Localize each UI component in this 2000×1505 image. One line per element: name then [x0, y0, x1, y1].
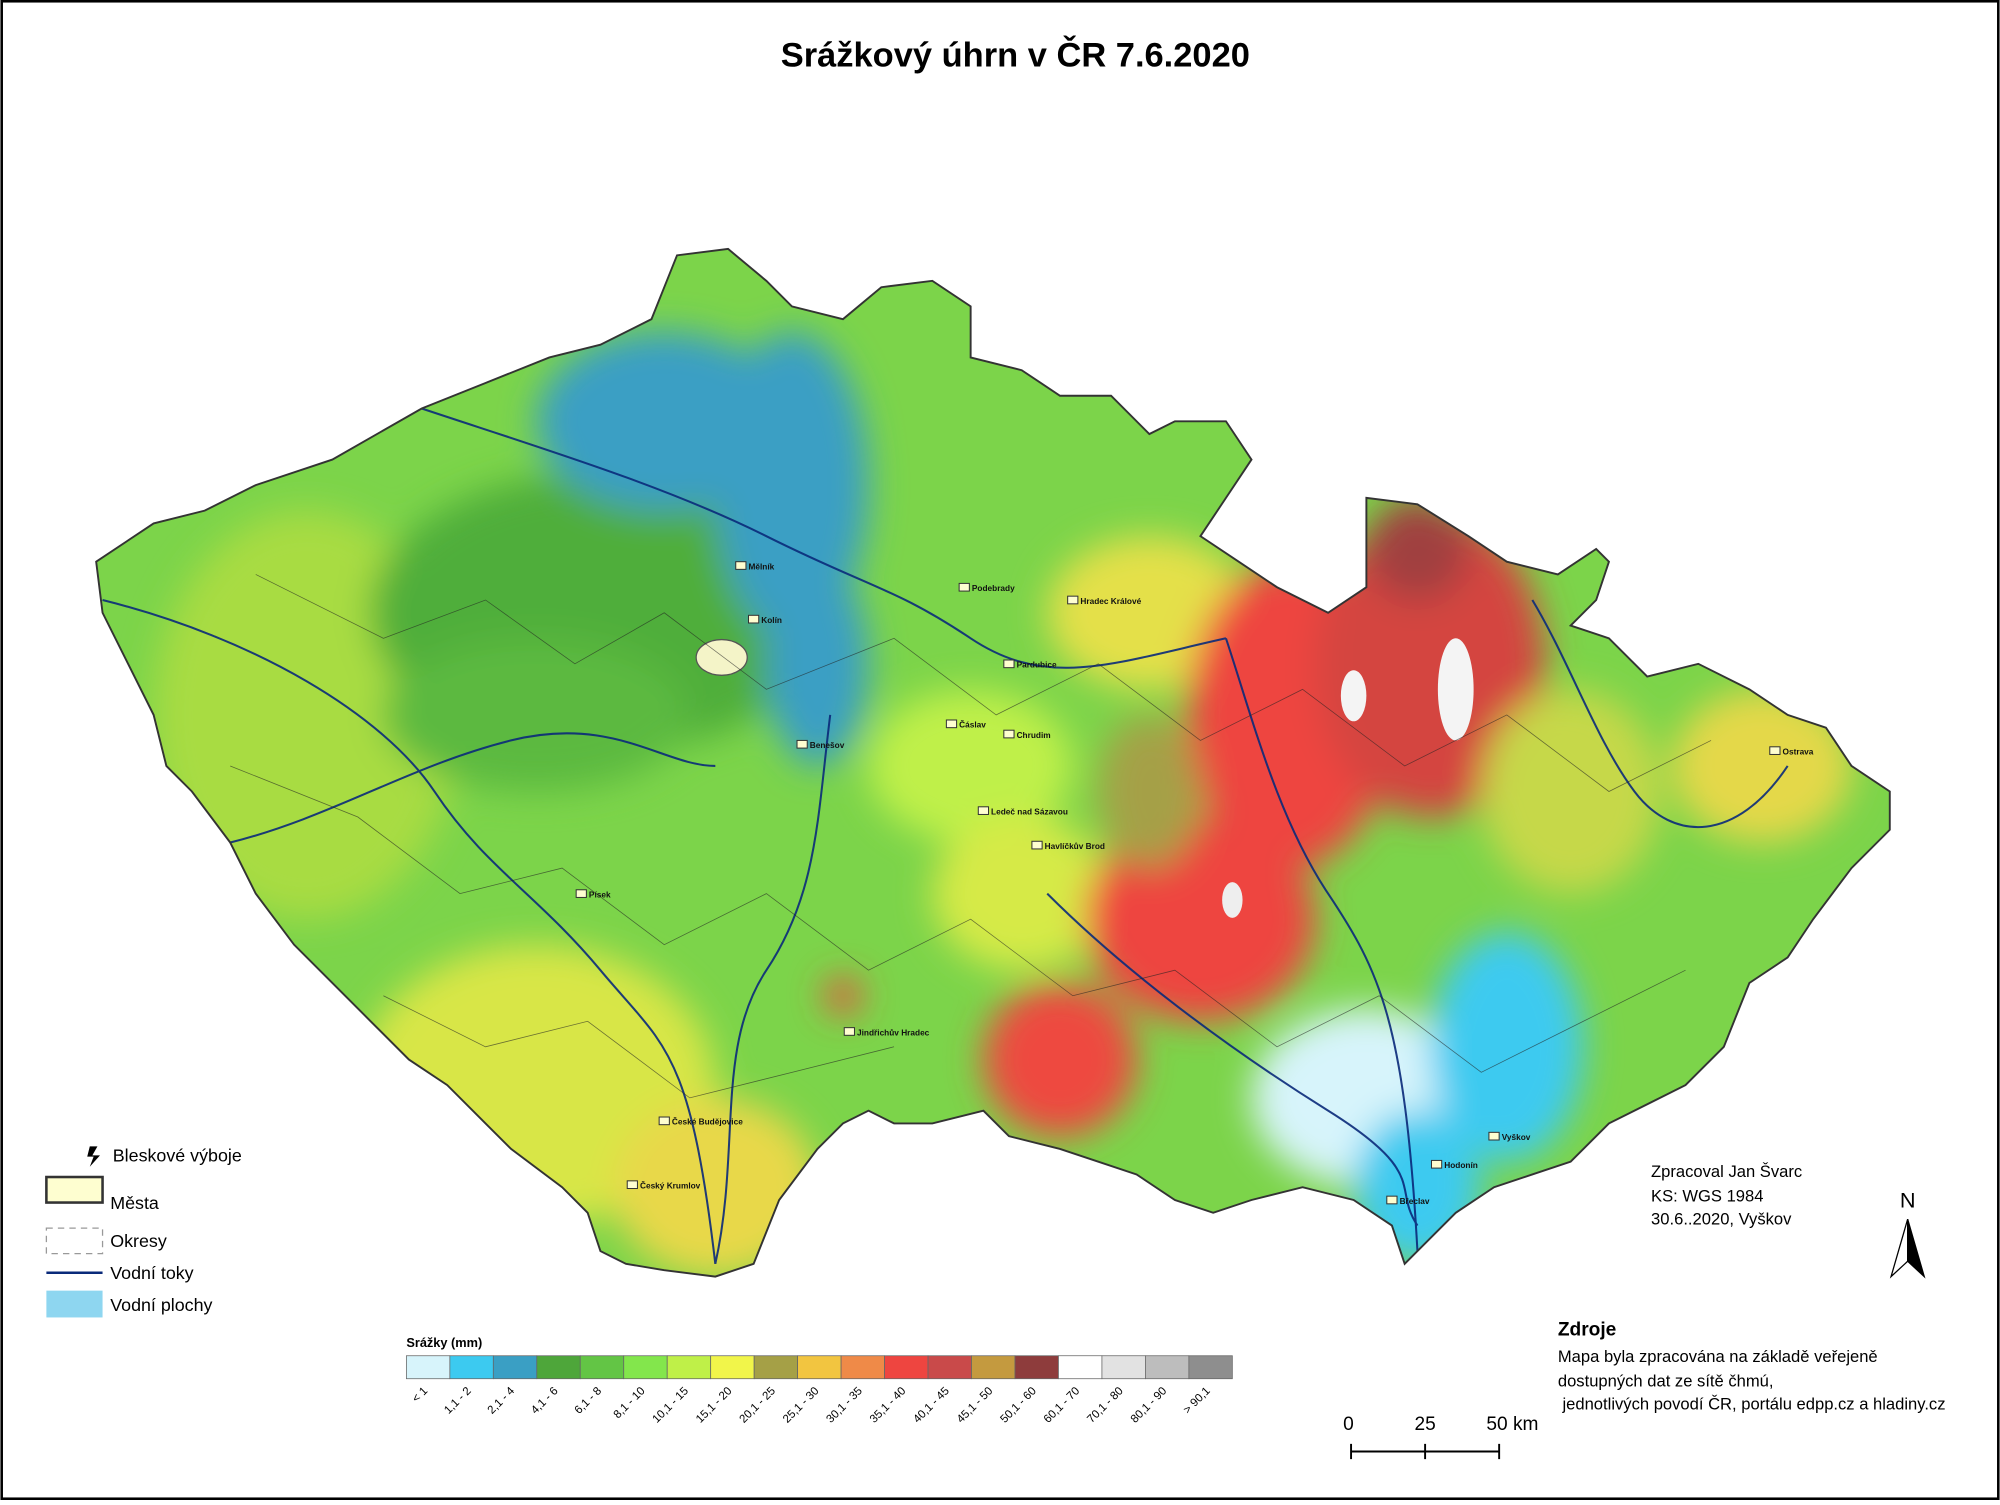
scale-swatch: [449, 1355, 494, 1380]
city-label: Čáslav: [959, 719, 986, 730]
sources-line: dostupných dat ze sítě čhmú,: [1558, 1371, 1774, 1390]
north-label: N: [1900, 1188, 1916, 1213]
city-marker: [796, 739, 808, 749]
city-marker: [958, 582, 970, 592]
credits: Zpracoval Jan Švarc KS: WGS 1984 30.6..2…: [1651, 1162, 1802, 1228]
city-marker: [1067, 595, 1079, 605]
map-legend: Bleskové výboje Města Okresy Vodní toky …: [45, 1146, 242, 1318]
scale-label: 25: [1414, 1414, 1435, 1435]
city-marker: [1430, 1159, 1443, 1169]
city-marker: [945, 719, 958, 729]
north-arrow: N: [1889, 1188, 1926, 1279]
city-marker: [1488, 1131, 1500, 1141]
city-marker: [977, 806, 990, 815]
city-marker: [1386, 1195, 1398, 1205]
credit-line: KS: WGS 1984: [1651, 1186, 1763, 1205]
city-marker: [575, 889, 587, 898]
scale-swatch: [797, 1355, 842, 1380]
city-marker: [1003, 729, 1015, 739]
city-label: Břeclav: [1400, 1196, 1430, 1206]
legend-label: Vodní toky: [110, 1263, 193, 1283]
city-marker: [1031, 840, 1043, 850]
city-label: Havlíčkův Brod: [1045, 841, 1105, 851]
color-scale-title: Srážky (mm): [406, 1335, 482, 1350]
city-label: Český Krumlov: [640, 1180, 701, 1191]
city-label: Chrudim: [1017, 730, 1051, 740]
city-label: Ostrava: [1783, 746, 1814, 756]
city-label: Písek: [589, 889, 611, 899]
city-label: Vyškov: [1502, 1132, 1531, 1142]
credit-line: 30.6..2020, Vyškov: [1651, 1209, 1792, 1228]
sources-line: Mapa byla zpracována na základě veřejeně: [1558, 1347, 1878, 1366]
scale-swatch: [840, 1355, 885, 1380]
city-marker: [843, 1027, 855, 1036]
scale-swatch: [884, 1355, 929, 1380]
city-marker: [626, 1180, 638, 1190]
city-label: Pardubice: [1017, 660, 1057, 670]
city-label: Jindřichův Hradec: [857, 1027, 930, 1037]
city-label: Hradec Králové: [1080, 596, 1141, 606]
legend-label: Města: [110, 1193, 159, 1213]
city-label: Hodonín: [1444, 1160, 1478, 1170]
legend-label: Vodní plochy: [110, 1295, 212, 1315]
scale-swatch: [927, 1355, 972, 1380]
scale-swatch: [1145, 1355, 1190, 1380]
scale-swatch: [1058, 1355, 1103, 1380]
scale-swatch: [710, 1355, 755, 1380]
scale-swatch: [1014, 1355, 1059, 1380]
scale-swatch: [406, 1355, 451, 1380]
sources-line: jednotlivých povodí ČR, portálu edpp.cz …: [1558, 1394, 1946, 1413]
scale-swatch: [536, 1355, 581, 1380]
scale-label: 50 km: [1486, 1414, 1538, 1435]
city-marker: [1769, 746, 1781, 755]
city-labels: Kolín Čáslav Pardubice Hradec Králové Chrudi…: [575, 561, 1814, 1206]
map-title: Srážkový úhrn v ČR 7.6.2020: [781, 34, 1250, 74]
scale-swatch: [666, 1355, 712, 1380]
sources: Zdroje Mapa byla zpracována na základě v…: [1558, 1319, 1946, 1413]
legend-label: Okresy: [110, 1231, 167, 1251]
city-label: Benešov: [810, 740, 845, 750]
city-marker: [748, 614, 760, 624]
scale-swatch: [971, 1355, 1016, 1380]
city-marker: [658, 1116, 670, 1126]
city-label: Ledeč nad Sázavou: [991, 806, 1068, 816]
sources-title: Zdroje: [1558, 1319, 1616, 1340]
city-marker: [1003, 659, 1015, 669]
legend-label: Bleskové výboje: [113, 1146, 242, 1166]
scale-swatch: [623, 1355, 668, 1380]
credit-line: Zpracoval Jan Švarc: [1651, 1162, 1802, 1181]
city-label: Mělník: [749, 561, 775, 571]
scale-swatch: [1101, 1355, 1146, 1380]
scale-swatch: [579, 1355, 625, 1380]
city-label: Kolín: [761, 615, 782, 625]
scale-swatch: [492, 1355, 538, 1380]
scale-swatch: [753, 1355, 799, 1380]
scale-label: 0: [1343, 1414, 1354, 1435]
city-label: České Budějovice: [672, 1116, 743, 1127]
scale-swatch: [1188, 1355, 1233, 1380]
scale-bar: 0 25 50 km: [1343, 1414, 1538, 1460]
city-label: Podebrady: [972, 583, 1015, 593]
city-marker: [735, 561, 747, 570]
